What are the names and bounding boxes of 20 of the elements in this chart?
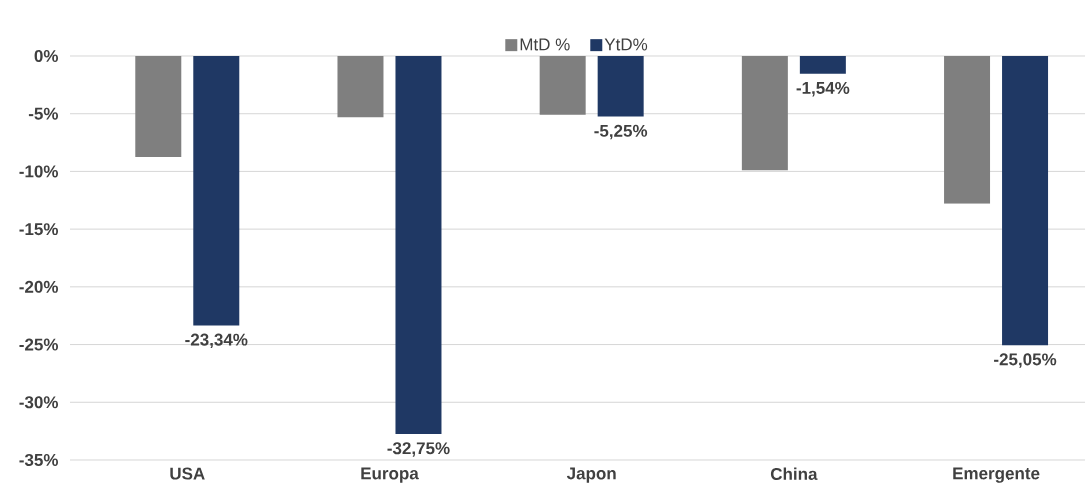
y-tick-label: -25% — [19, 338, 59, 351]
x-tick-label: USA — [170, 467, 205, 480]
x-tick-label: Japon — [566, 467, 616, 483]
data-label: -1,54% — [796, 81, 850, 97]
legend-label: MtD % — [520, 38, 570, 51]
y-tick-label: -15% — [19, 223, 59, 236]
y-tick-label: -35% — [19, 453, 59, 467]
x-tick-label: Emergente — [953, 467, 1040, 483]
legend-label: YtD% — [604, 38, 648, 51]
y-tick-label: -30% — [19, 396, 59, 409]
y-tick-label: -20% — [19, 280, 59, 293]
y-tick-label: -10% — [19, 165, 59, 178]
x-tick-label: China — [770, 467, 818, 481]
x-tick-label: Europa — [361, 467, 419, 483]
data-label: -5,25% — [594, 124, 648, 140]
data-label: -23,34% — [185, 333, 248, 349]
y-tick-label: -5% — [28, 107, 59, 120]
y-tick-label: 0% — [34, 49, 59, 63]
data-label: -32,75% — [387, 442, 450, 457]
data-label: -25,05% — [994, 353, 1057, 368]
